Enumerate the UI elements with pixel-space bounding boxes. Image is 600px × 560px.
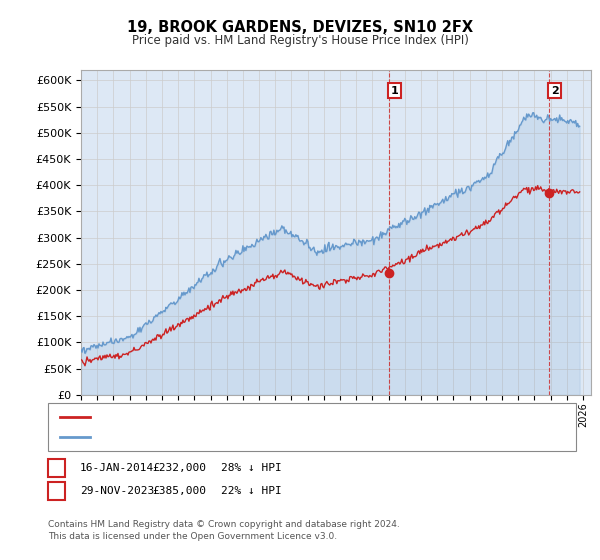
Text: Contains HM Land Registry data © Crown copyright and database right 2024.
This d: Contains HM Land Registry data © Crown c… <box>48 520 400 541</box>
Text: 1: 1 <box>52 461 61 475</box>
Text: £232,000: £232,000 <box>152 463 206 473</box>
Text: 19, BROOK GARDENS, DEVIZES, SN10 2FX (detached house): 19, BROOK GARDENS, DEVIZES, SN10 2FX (de… <box>93 412 408 422</box>
Text: Price paid vs. HM Land Registry's House Price Index (HPI): Price paid vs. HM Land Registry's House … <box>131 34 469 46</box>
Text: 1: 1 <box>391 86 398 96</box>
Text: 29-NOV-2023: 29-NOV-2023 <box>80 486 154 496</box>
Text: 2: 2 <box>551 86 559 96</box>
Text: HPI: Average price, detached house, Wiltshire: HPI: Average price, detached house, Wilt… <box>93 432 332 442</box>
Text: £385,000: £385,000 <box>152 486 206 496</box>
Text: 22% ↓ HPI: 22% ↓ HPI <box>221 486 281 496</box>
Text: 19, BROOK GARDENS, DEVIZES, SN10 2FX: 19, BROOK GARDENS, DEVIZES, SN10 2FX <box>127 20 473 35</box>
Text: 2: 2 <box>52 484 61 497</box>
Text: 16-JAN-2014: 16-JAN-2014 <box>80 463 154 473</box>
Text: 28% ↓ HPI: 28% ↓ HPI <box>221 463 281 473</box>
